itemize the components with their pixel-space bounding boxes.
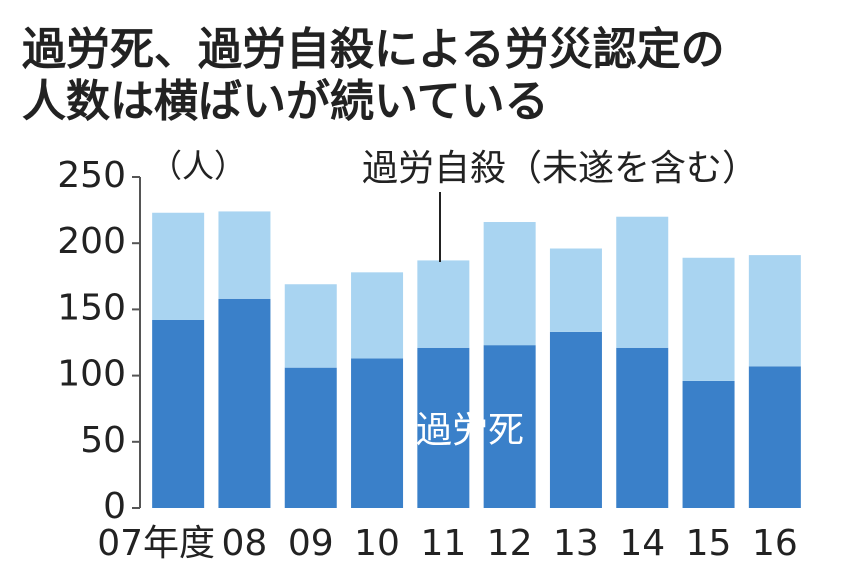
bar-segment [152, 319, 205, 508]
x-tick-label: 10 [354, 523, 400, 564]
bar-segment [417, 260, 470, 348]
bar-segment [682, 380, 735, 508]
bar-segment [351, 272, 404, 359]
bar-segment [218, 211, 271, 299]
series-label: 過労自殺（未遂を含む） [362, 148, 758, 189]
bar-segment [748, 366, 801, 508]
x-tick-label: 16 [752, 523, 798, 564]
y-unit: （人） [150, 147, 246, 185]
chart-title: 過労死、過労自殺による労災認定の [22, 24, 725, 75]
y-tick-label: 100 [57, 354, 126, 395]
bar-segment [284, 367, 337, 508]
y-tick-label: 150 [57, 287, 126, 328]
bar-segment [351, 358, 404, 508]
x-tick-label: 14 [619, 523, 665, 564]
bar-segment [616, 216, 669, 348]
bar-segment [483, 222, 536, 346]
x-tick-label: 12 [487, 523, 533, 564]
bar-segment [682, 257, 735, 381]
y-tick-label: 0 [103, 486, 126, 527]
bar-segment [616, 347, 669, 508]
bar-segment [417, 347, 470, 508]
x-tick-label: 09 [288, 523, 334, 564]
bar-segment [549, 248, 602, 332]
y-tick-label: 50 [80, 420, 126, 461]
y-tick-label: 200 [57, 221, 126, 262]
bar-segment [748, 255, 801, 367]
y-tick-label: 250 [57, 155, 126, 196]
x-tick-label: 11 [420, 523, 466, 564]
x-tick-label: 07年度 [97, 523, 215, 564]
bar-segment [549, 331, 602, 508]
bar-segment [218, 298, 271, 508]
x-tick-label: 15 [686, 523, 732, 564]
x-tick-label: 08 [222, 523, 268, 564]
series-label: 過労死 [416, 410, 524, 451]
chart-title: 人数は横ばいが続いている [22, 76, 549, 127]
bar-segment [284, 284, 337, 368]
bar-segment [152, 212, 205, 320]
bar-segment [483, 345, 536, 508]
x-tick-label: 13 [553, 523, 599, 564]
